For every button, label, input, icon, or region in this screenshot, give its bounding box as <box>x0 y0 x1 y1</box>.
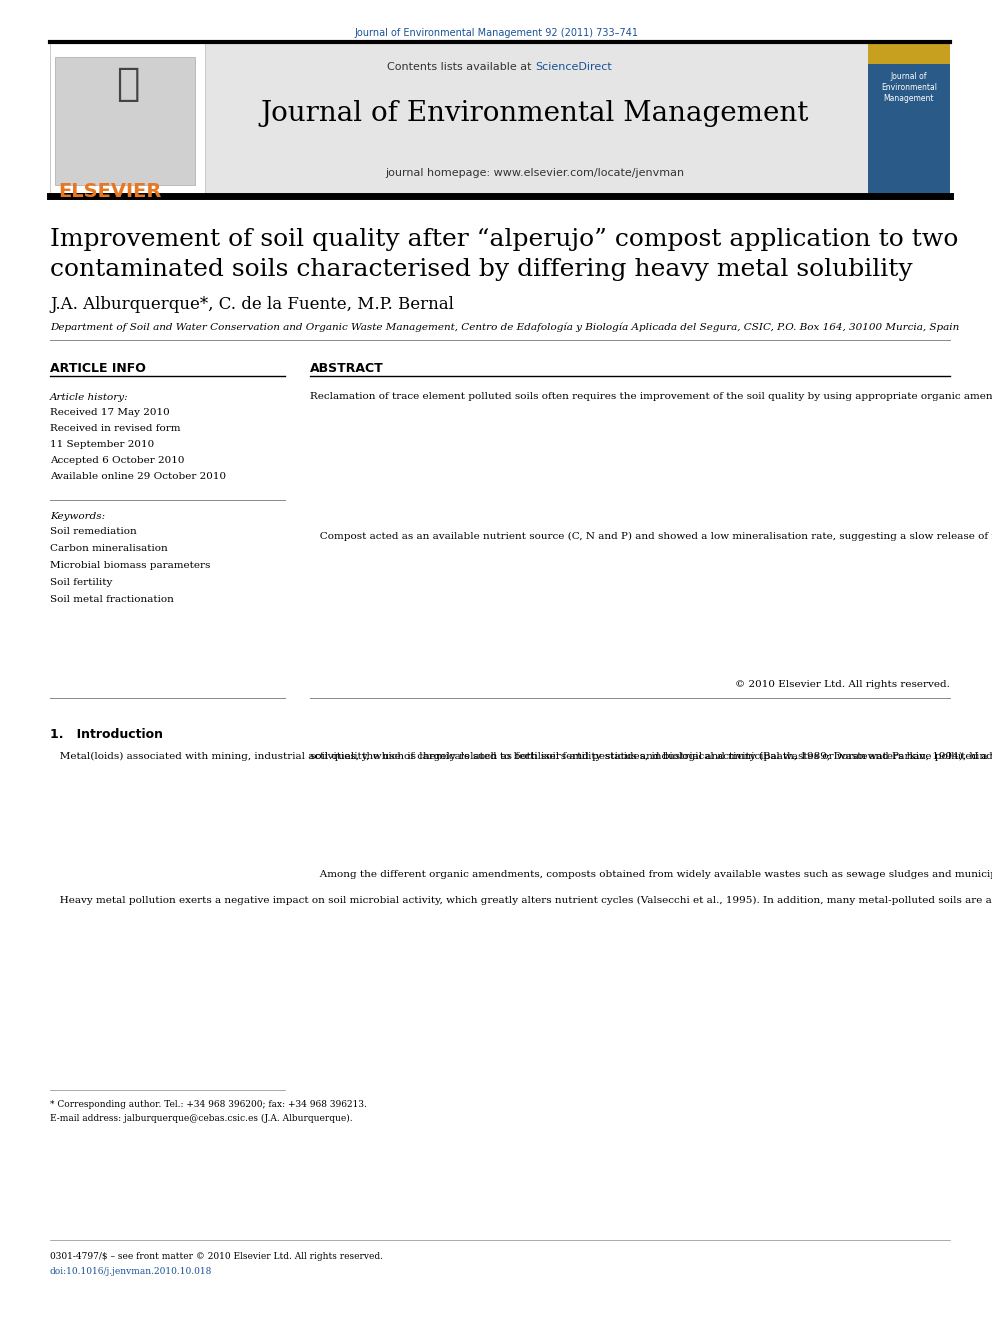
Text: Microbial biomass parameters: Microbial biomass parameters <box>50 561 210 570</box>
Text: journal homepage: www.elsevier.com/locate/jenvman: journal homepage: www.elsevier.com/locat… <box>386 168 684 179</box>
Text: Soil fertility: Soil fertility <box>50 578 112 587</box>
Text: © 2010 Elsevier Ltd. All rights reserved.: © 2010 Elsevier Ltd. All rights reserved… <box>735 680 950 689</box>
Text: Compost acted as an available nutrient source (C, N and P) and showed a low mine: Compost acted as an available nutrient s… <box>310 532 992 541</box>
Text: Journal of
Environmental
Management: Journal of Environmental Management <box>881 71 937 103</box>
Text: Received 17 May 2010: Received 17 May 2010 <box>50 407 170 417</box>
Text: 11 September 2010: 11 September 2010 <box>50 441 154 448</box>
Text: 0301-4797/$ – see front matter © 2010 Elsevier Ltd. All rights reserved.: 0301-4797/$ – see front matter © 2010 El… <box>50 1252 383 1261</box>
Bar <box>50 42 950 194</box>
Bar <box>868 42 950 64</box>
Text: E-mail address: jalburquerque@cebas.csic.es (J.A. Alburquerque).: E-mail address: jalburquerque@cebas.csic… <box>50 1114 352 1123</box>
Text: Available online 29 October 2010: Available online 29 October 2010 <box>50 472 226 482</box>
Bar <box>55 57 195 185</box>
Text: Among the different organic amendments, composts obtained from widely available : Among the different organic amendments, … <box>310 871 992 878</box>
Text: doi:10.1016/j.jenvman.2010.10.018: doi:10.1016/j.jenvman.2010.10.018 <box>50 1267 212 1275</box>
Text: 1.   Introduction: 1. Introduction <box>50 728 163 741</box>
Text: Department of Soil and Water Conservation and Organic Waste Management, Centro d: Department of Soil and Water Conservatio… <box>50 321 959 332</box>
Text: Carbon mineralisation: Carbon mineralisation <box>50 544 168 553</box>
Bar <box>868 42 950 194</box>
Text: ARTICLE INFO: ARTICLE INFO <box>50 363 146 374</box>
Text: Contents lists available at: Contents lists available at <box>387 62 535 71</box>
Text: Reclamation of trace element polluted soils often requires the improvement of th: Reclamation of trace element polluted so… <box>310 392 992 401</box>
Text: Accepted 6 October 2010: Accepted 6 October 2010 <box>50 456 185 464</box>
Text: Soil remediation: Soil remediation <box>50 527 137 536</box>
Text: soil quality, which is largely related to both soil fertility status and biologi: soil quality, which is largely related t… <box>310 751 992 761</box>
Text: Heavy metal pollution exerts a negative impact on soil microbial activity, which: Heavy metal pollution exerts a negative … <box>50 896 992 905</box>
Text: Metal(loids) associated with mining, industrial activities, the use of chemicals: Metal(loids) associated with mining, ind… <box>50 751 992 761</box>
Text: 🌲: 🌲 <box>116 65 139 103</box>
Text: contaminated soils characterised by differing heavy metal solubility: contaminated soils characterised by diff… <box>50 258 913 280</box>
Text: Journal of Environmental Management 92 (2011) 733–741: Journal of Environmental Management 92 (… <box>354 28 638 38</box>
Text: * Corresponding author. Tel.: +34 968 396200; fax: +34 968 396213.: * Corresponding author. Tel.: +34 968 39… <box>50 1099 367 1109</box>
Bar <box>50 42 205 194</box>
Text: ScienceDirect: ScienceDirect <box>535 62 612 71</box>
Text: Received in revised form: Received in revised form <box>50 423 181 433</box>
Text: Soil metal fractionation: Soil metal fractionation <box>50 595 174 605</box>
Text: Improvement of soil quality after “alperujo” compost application to two: Improvement of soil quality after “alper… <box>50 228 958 251</box>
Text: ELSEVIER: ELSEVIER <box>58 183 162 201</box>
Text: Keywords:: Keywords: <box>50 512 105 521</box>
Text: Article history:: Article history: <box>50 393 129 402</box>
Text: J.A. Alburquerque*, C. de la Fuente, M.P. Bernal: J.A. Alburquerque*, C. de la Fuente, M.P… <box>50 296 454 314</box>
Text: ABSTRACT: ABSTRACT <box>310 363 384 374</box>
Text: Journal of Environmental Management: Journal of Environmental Management <box>261 101 809 127</box>
